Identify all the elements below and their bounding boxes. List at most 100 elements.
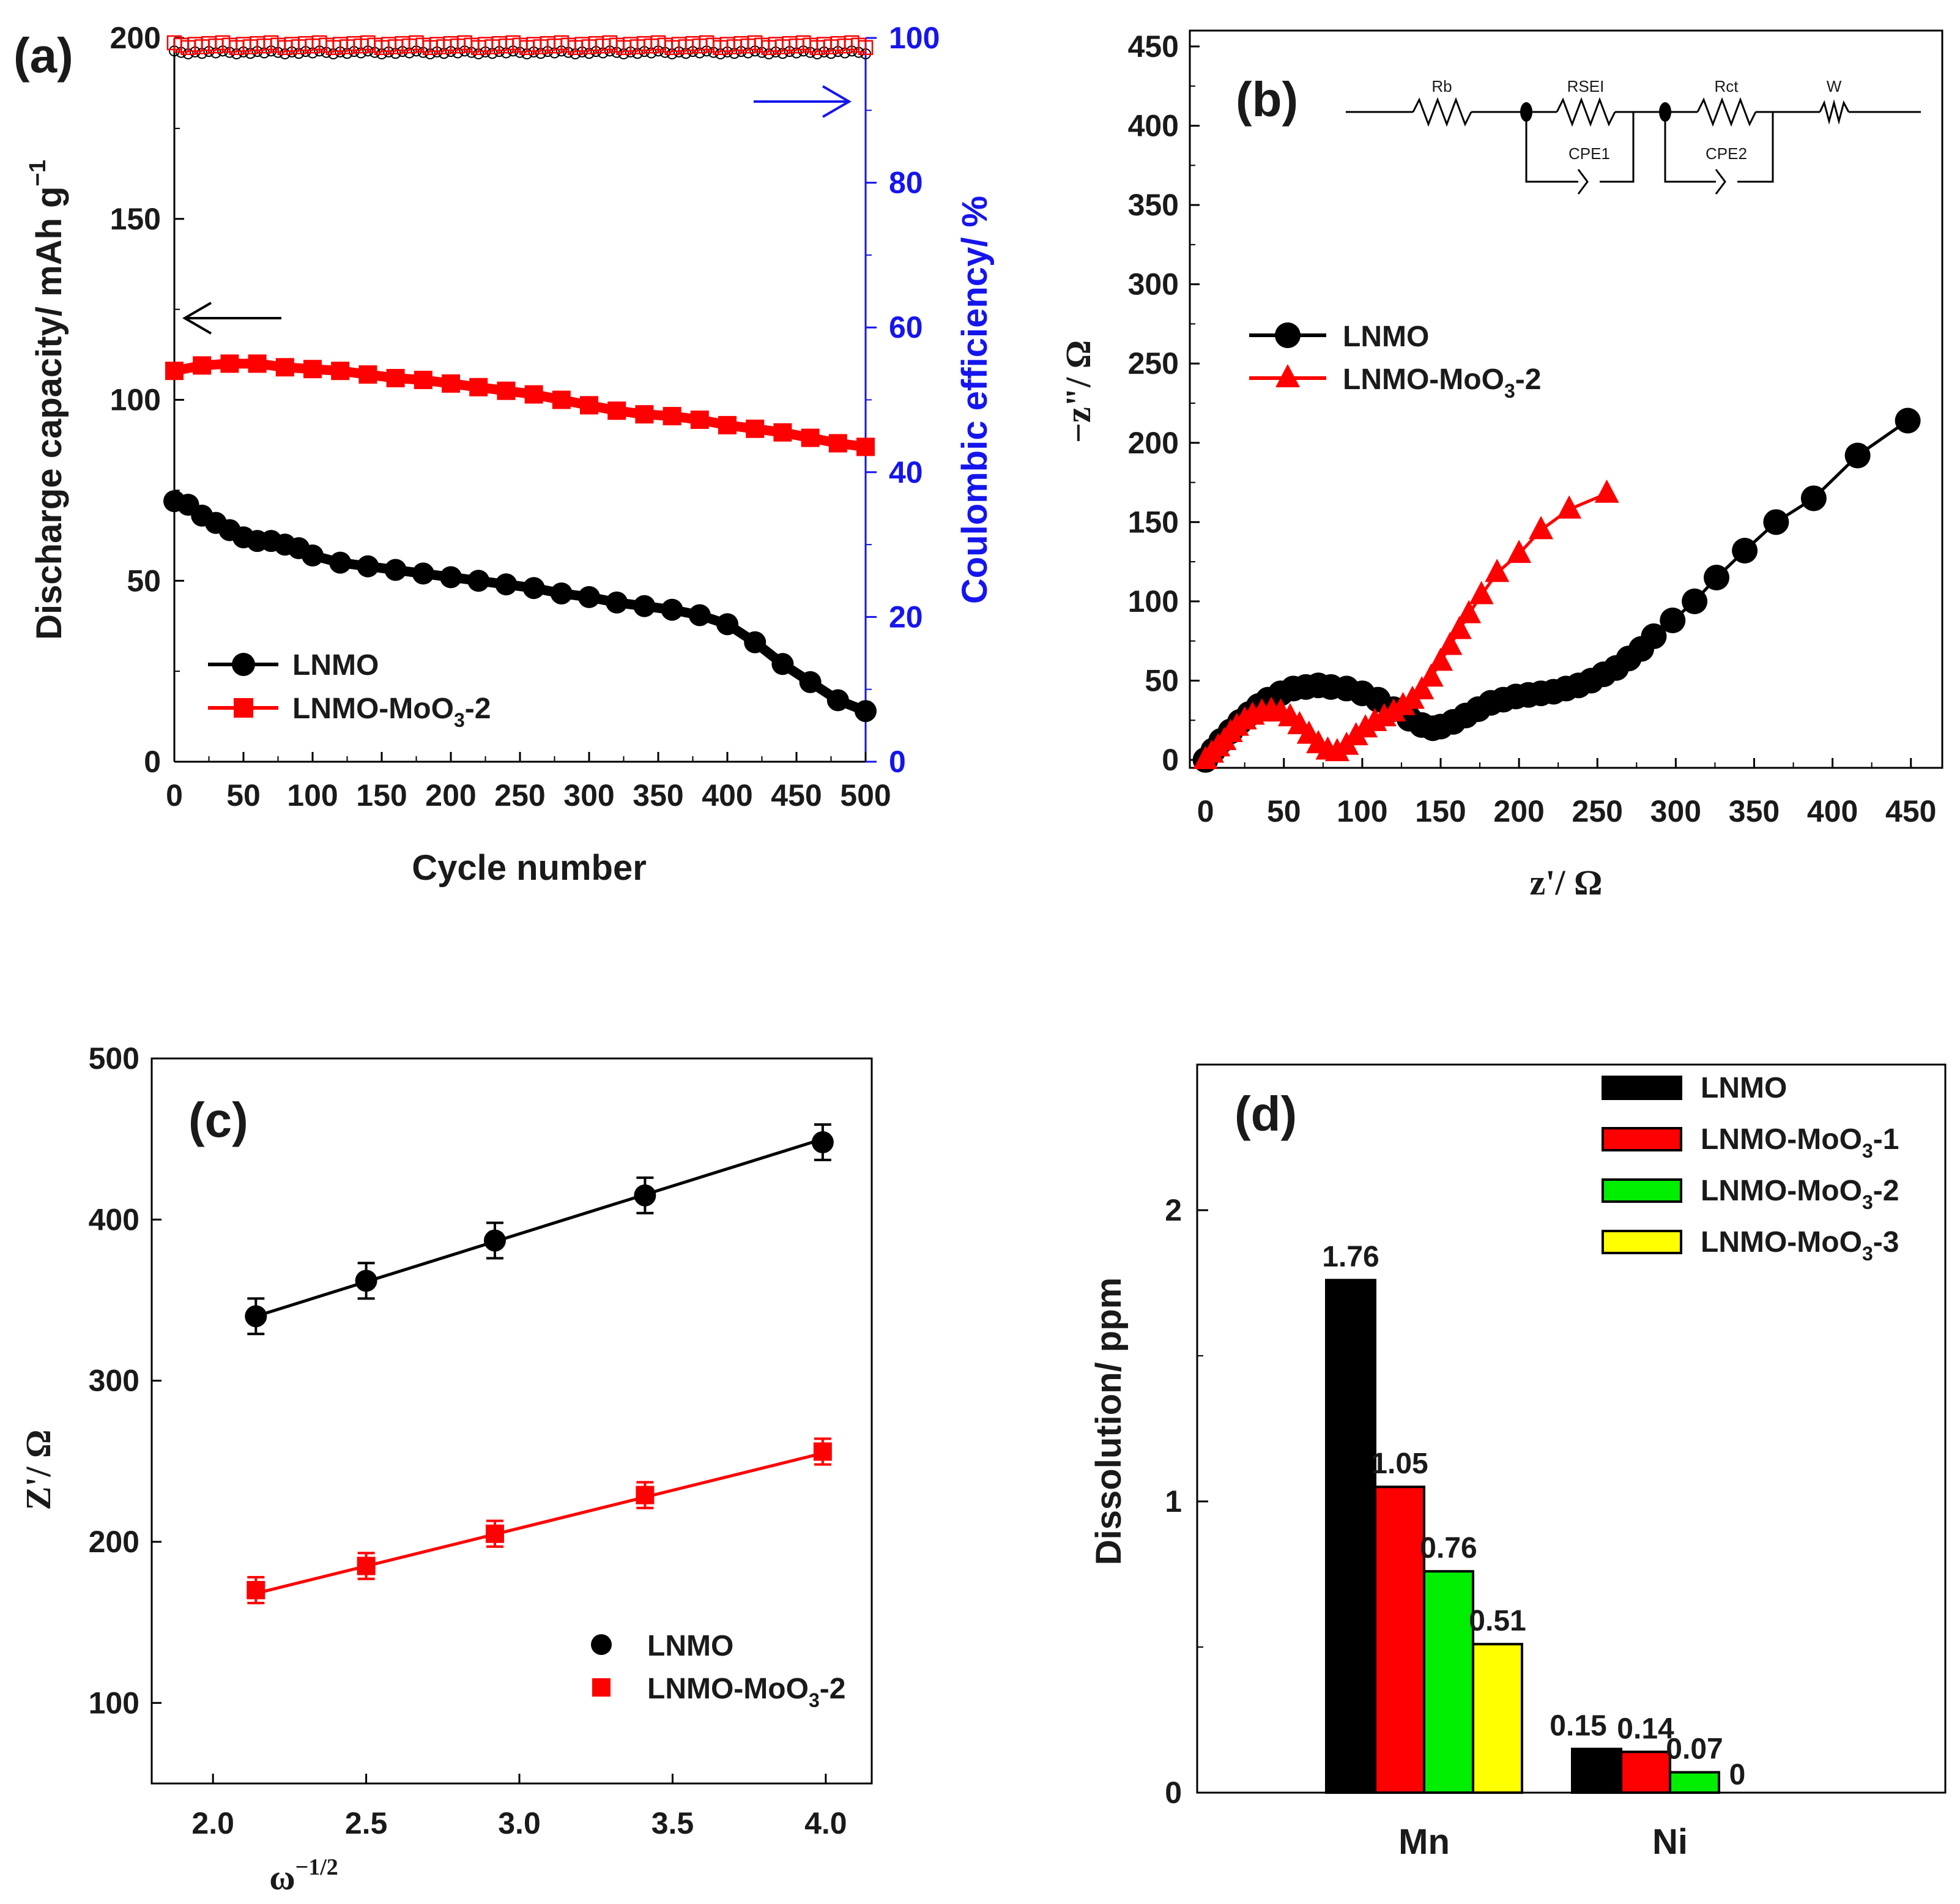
data-point xyxy=(635,405,654,424)
x-axis-label: ω−1/2 xyxy=(269,1854,338,1897)
ce-series-lnmo-moo3-2 xyxy=(166,35,874,55)
legend-main: LNMO-MoO xyxy=(647,1673,809,1705)
x-tick-label: 400 xyxy=(702,778,752,813)
legend-sub: 3 xyxy=(1504,380,1515,402)
data-point xyxy=(165,362,184,381)
data-point xyxy=(690,411,709,430)
equivalent-circuit xyxy=(1346,97,1921,195)
data-point xyxy=(773,423,792,442)
legend-tail: -2 xyxy=(1873,1175,1899,1207)
data-point xyxy=(661,598,683,621)
legend: LNMO LNMO-MoO3-2 xyxy=(208,649,491,731)
y-tick-label: 150 xyxy=(110,202,161,236)
legend-tail: -1 xyxy=(1873,1123,1899,1156)
legend-sub: 3 xyxy=(809,1689,820,1711)
data-label: 0.15 xyxy=(1550,1710,1606,1742)
x-tick-label: 500 xyxy=(840,778,891,813)
data-point xyxy=(357,555,379,578)
resistor-icon xyxy=(1556,97,1616,127)
y-tick-label: 150 xyxy=(1128,505,1179,539)
data-point xyxy=(606,591,628,614)
x-tick-label: 2.5 xyxy=(345,1806,388,1840)
data-point xyxy=(1844,442,1871,469)
data-point xyxy=(688,604,711,627)
legend-label: LNMO-MoO3-1 xyxy=(1701,1123,1899,1162)
x-tick-label: 0 xyxy=(166,778,183,813)
data-point xyxy=(1660,608,1686,633)
x-tick-label: Ni xyxy=(1652,1822,1688,1862)
x-tick-label: 200 xyxy=(1493,794,1544,828)
data-point xyxy=(813,1442,832,1461)
fit-line xyxy=(255,1137,823,1318)
data-point xyxy=(1641,623,1667,649)
legend-label: LNMO xyxy=(1701,1072,1787,1104)
data-point xyxy=(663,407,681,426)
data-point xyxy=(771,653,794,675)
data-point xyxy=(1763,509,1789,535)
x-tick-label: 300 xyxy=(1650,794,1701,828)
data-point xyxy=(275,358,294,377)
legend-main: LNMO-MoO xyxy=(1701,1123,1862,1156)
x-tick-label: 2.0 xyxy=(191,1806,234,1840)
y-axis-label: Discharge capacity/ mAh g−1 xyxy=(25,160,69,640)
data-point xyxy=(633,595,656,617)
right-arrow-head-icon xyxy=(822,85,852,118)
x-tick-label: 50 xyxy=(226,778,261,813)
cpe-icon xyxy=(1577,169,1589,195)
x-tick-label: 150 xyxy=(1415,794,1466,828)
legend-main: LNMO-MoO xyxy=(1701,1175,1862,1207)
legend-marker xyxy=(592,1678,611,1697)
legend-marker xyxy=(232,653,255,676)
legend-marker xyxy=(1275,322,1301,348)
wire xyxy=(1600,112,1635,183)
legend-sub: 3 xyxy=(454,709,465,731)
legend-main: LNMO-MoO xyxy=(292,693,454,725)
data-point xyxy=(524,385,543,404)
data-point xyxy=(826,689,849,712)
panel-label: (b) xyxy=(1236,72,1298,127)
bar xyxy=(1374,1486,1425,1794)
x-tick-label: 100 xyxy=(287,778,338,813)
wire xyxy=(1664,112,1716,183)
data-point xyxy=(1457,600,1482,623)
legend-main: LNMO-MoO xyxy=(1701,1226,1862,1259)
legend-swatch xyxy=(1602,1076,1682,1100)
data-point xyxy=(1507,540,1532,563)
x-tick-label: 350 xyxy=(1729,794,1780,828)
data-point xyxy=(1557,495,1582,519)
legend-tail: -2 xyxy=(820,1673,846,1705)
y-tick-label: 2 xyxy=(1165,1193,1182,1227)
y-tick-label: 1 xyxy=(1165,1484,1182,1519)
y-tick-label: 100 xyxy=(89,1686,139,1720)
series-lnmo-moo3-2 xyxy=(247,1437,832,1605)
data-point xyxy=(550,582,573,604)
series-lnmo xyxy=(245,1123,834,1336)
y-tick-label: 350 xyxy=(1128,188,1179,222)
data-point xyxy=(329,551,352,574)
data-point xyxy=(245,1305,267,1328)
data-point xyxy=(1438,631,1463,655)
y-tick-label: 200 xyxy=(110,21,161,55)
data-point xyxy=(386,369,405,388)
bar-series-0: 1.76 0.15 xyxy=(1322,1241,1622,1794)
y2-tick-label: 100 xyxy=(889,21,940,55)
data-point xyxy=(578,586,600,608)
circuit-label: W xyxy=(1827,77,1842,95)
series-lnmo-moo3-2 xyxy=(165,354,875,456)
bar xyxy=(1472,1643,1523,1794)
plot-frame xyxy=(150,1057,873,1785)
resistor-icon xyxy=(1696,97,1757,127)
fit-line xyxy=(255,1451,823,1595)
series-line xyxy=(1204,419,1909,761)
y-tick-label: 300 xyxy=(1128,267,1179,302)
y-axis-label: Dissolution/ ppm xyxy=(1089,1277,1129,1565)
data-label: 0.14 xyxy=(1617,1712,1674,1745)
wire xyxy=(1737,112,1774,183)
x-tick-label: 450 xyxy=(1885,794,1936,828)
data-label: 1.76 xyxy=(1322,1241,1379,1273)
y-tick-label: 0 xyxy=(144,745,161,779)
legend-sub: 3 xyxy=(1862,1140,1873,1162)
data-label: 0.07 xyxy=(1666,1733,1723,1766)
data-point xyxy=(247,1581,265,1599)
